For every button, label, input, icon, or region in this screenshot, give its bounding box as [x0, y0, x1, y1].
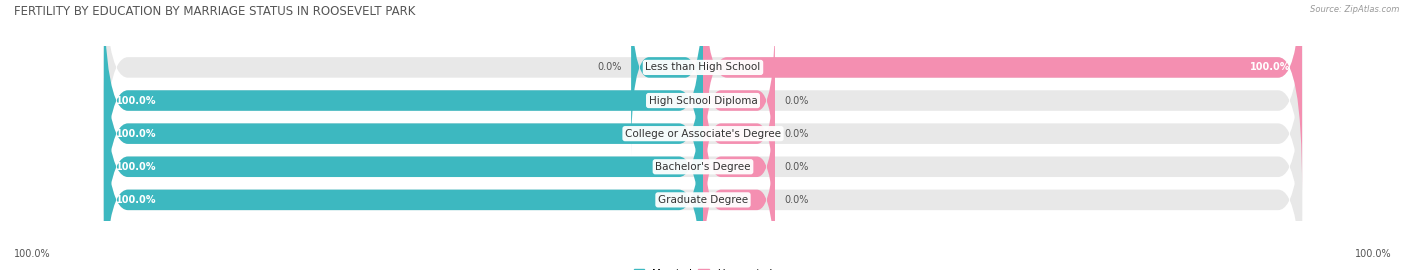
Text: College or Associate's Degree: College or Associate's Degree: [626, 129, 780, 139]
FancyBboxPatch shape: [104, 11, 703, 256]
Text: 0.0%: 0.0%: [785, 195, 808, 205]
FancyBboxPatch shape: [104, 0, 703, 223]
FancyBboxPatch shape: [703, 111, 775, 270]
Text: 100.0%: 100.0%: [14, 249, 51, 259]
FancyBboxPatch shape: [703, 0, 1302, 190]
Text: 0.0%: 0.0%: [598, 62, 621, 72]
Text: 100.0%: 100.0%: [115, 195, 156, 205]
FancyBboxPatch shape: [104, 78, 703, 270]
Text: Bachelor's Degree: Bachelor's Degree: [655, 162, 751, 172]
Text: Graduate Degree: Graduate Degree: [658, 195, 748, 205]
Text: 100.0%: 100.0%: [1250, 62, 1291, 72]
FancyBboxPatch shape: [631, 0, 703, 157]
Legend: Married, Unmarried: Married, Unmarried: [630, 265, 776, 270]
FancyBboxPatch shape: [104, 0, 1302, 190]
Text: FERTILITY BY EDUCATION BY MARRIAGE STATUS IN ROOSEVELT PARK: FERTILITY BY EDUCATION BY MARRIAGE STATU…: [14, 5, 415, 18]
FancyBboxPatch shape: [104, 78, 1302, 270]
Text: Less than High School: Less than High School: [645, 62, 761, 72]
Text: Source: ZipAtlas.com: Source: ZipAtlas.com: [1309, 5, 1399, 14]
Text: 100.0%: 100.0%: [1355, 249, 1392, 259]
FancyBboxPatch shape: [104, 45, 703, 270]
Text: 0.0%: 0.0%: [785, 162, 808, 172]
Text: 100.0%: 100.0%: [115, 129, 156, 139]
Text: 100.0%: 100.0%: [115, 162, 156, 172]
FancyBboxPatch shape: [703, 45, 775, 223]
Text: 0.0%: 0.0%: [785, 129, 808, 139]
Text: 100.0%: 100.0%: [115, 96, 156, 106]
FancyBboxPatch shape: [104, 45, 1302, 270]
FancyBboxPatch shape: [703, 11, 775, 190]
FancyBboxPatch shape: [703, 78, 775, 256]
FancyBboxPatch shape: [104, 11, 1302, 256]
FancyBboxPatch shape: [104, 0, 1302, 223]
Text: High School Diploma: High School Diploma: [648, 96, 758, 106]
Text: 0.0%: 0.0%: [785, 96, 808, 106]
